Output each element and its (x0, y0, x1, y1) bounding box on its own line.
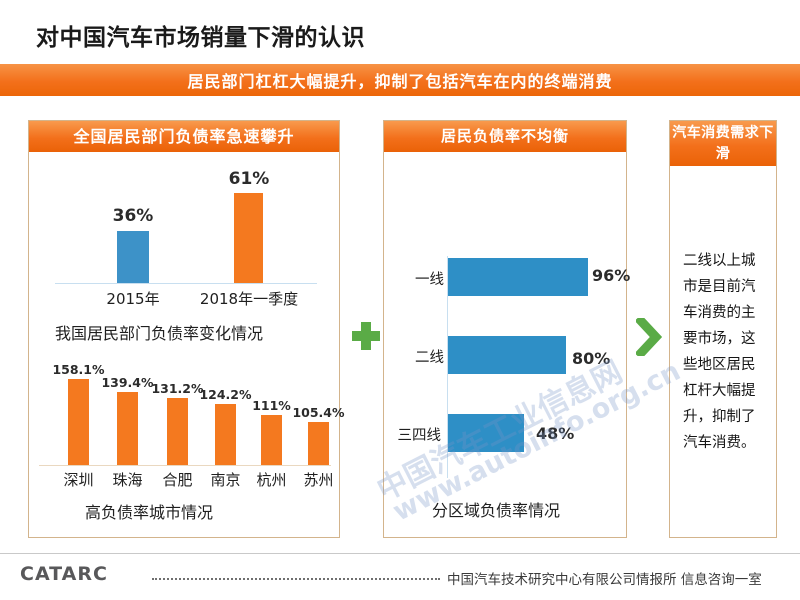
chart-b-category-5: 苏州 (303, 471, 334, 489)
chart-regional-debt-ratio: 一线 96% 二线 80% 三四线 48% (384, 152, 630, 535)
card-middle-header: 居民负债率不均衡 (384, 121, 626, 152)
plus-icon-vertical-stroke (361, 322, 371, 350)
chart-b-category-3: 南京 (210, 471, 241, 489)
chart-b-category-2: 合肥 (162, 471, 193, 489)
card-regional-debt-ratio: 居民负债率不均衡 一线 96% 二线 80% 三四线 48% 分区域负债率情况 (383, 120, 630, 538)
chart-b-bar-3 (215, 404, 236, 465)
card-middle-body: 一线 96% 二线 80% 三四线 48% 分区域负债率情况 (384, 152, 630, 537)
card-left-header: 全国居民部门负债率急速攀升 (29, 121, 339, 152)
plus-icon (352, 322, 380, 350)
chart-c-axis-line (447, 256, 448, 478)
chart-b-value-3: 124.2% (199, 387, 252, 402)
chart-c-bar-1 (448, 336, 566, 374)
chart-b-category-4: 杭州 (256, 471, 287, 489)
chart-a-category-1: 2018年一季度 (199, 290, 299, 308)
card-right-body: 二线以上城市是目前汽车消费的主要市场，这些地区居民杠杆大幅提升，抑制了汽车消费。 (670, 166, 776, 537)
footer-dotted-rule (152, 578, 440, 580)
chart-c-value-0: 96% (592, 266, 631, 285)
chart-b-category-1: 珠海 (112, 471, 143, 489)
card-left-body: 36% 2015年 61% 2018年一季度 我国居民部门负债率变化情况 158… (29, 152, 345, 537)
chart-b-axis-line (39, 465, 331, 466)
card-national-debt-ratio: 全国居民部门负债率急速攀升 36% 2015年 61% 2018年一季度 我国居… (28, 120, 345, 538)
chart-b-value-4: 111% (252, 398, 291, 413)
chart-a-bar-0 (117, 231, 149, 283)
chart-a-value-0: 36% (112, 206, 154, 226)
chart-high-debt-cities: 158.1% 深圳 139.4% 珠海 131.2% 合肥 124.2% 南京 … (29, 348, 345, 498)
chart-b-bar-0 (68, 379, 89, 465)
card-right-header: 汽车消费需求下滑 (670, 121, 776, 166)
card-auto-demand-decline: 汽车消费需求下滑 二线以上城市是目前汽车消费的主要市场，这些地区居民杠杆大幅提升… (669, 120, 777, 538)
chart-b-bar-4 (261, 415, 282, 465)
chart-b-bar-1 (117, 392, 138, 465)
chart-a-caption: 我国居民部门负债率变化情况 (55, 324, 264, 343)
chart-c-bar-2 (448, 414, 524, 452)
catarc-logo: CATARC (20, 563, 108, 585)
chart-b-value-1: 139.4% (101, 375, 154, 390)
page-title: 对中国汽车市场销量下滑的认识 (36, 25, 365, 51)
chart-c-bar-0 (448, 258, 588, 296)
chart-a-value-1: 61% (228, 169, 270, 189)
chart-a-category-0: 2015年 (106, 290, 160, 308)
chart-b-value-2: 131.2% (151, 381, 204, 396)
chart-resident-debt-ratio-change: 36% 2015年 61% 2018年一季度 (29, 158, 339, 318)
chart-b-value-0: 158.1% (52, 362, 105, 377)
chart-c-value-2: 48% (536, 424, 575, 443)
headline-banner-text: 居民部门杠杠大幅提升，抑制了包括汽车在内的终端消费 (187, 72, 613, 91)
conclusion-paragraph: 二线以上城市是目前汽车消费的主要市场，这些地区居民杠杆大幅提升，抑制了汽车消费。 (683, 253, 756, 451)
headline-banner: 居民部门杠杠大幅提升，抑制了包括汽车在内的终端消费 (0, 64, 800, 96)
footer-attribution: 中国汽车技术研究中心有限公司情报所 信息咨询一室 (447, 572, 762, 588)
chart-b-bar-5 (308, 422, 329, 465)
chart-b-value-5: 105.4% (292, 405, 345, 420)
chart-c-category-0: 一线 (415, 272, 444, 288)
chart-b-bar-2 (167, 398, 188, 465)
chart-c-category-2: 三四线 (397, 428, 442, 444)
chevron-right-icon (634, 314, 663, 360)
chart-c-caption: 分区域负债率情况 (432, 501, 561, 520)
chart-c-value-1: 80% (572, 349, 611, 368)
chart-b-category-0: 深圳 (63, 471, 94, 489)
chart-a-axis-line (55, 283, 317, 284)
chart-b-caption: 高负债率城市情况 (85, 503, 214, 522)
footer-divider (0, 553, 800, 554)
chart-a-bar-1 (234, 193, 263, 283)
chart-c-category-1: 二线 (415, 350, 444, 366)
